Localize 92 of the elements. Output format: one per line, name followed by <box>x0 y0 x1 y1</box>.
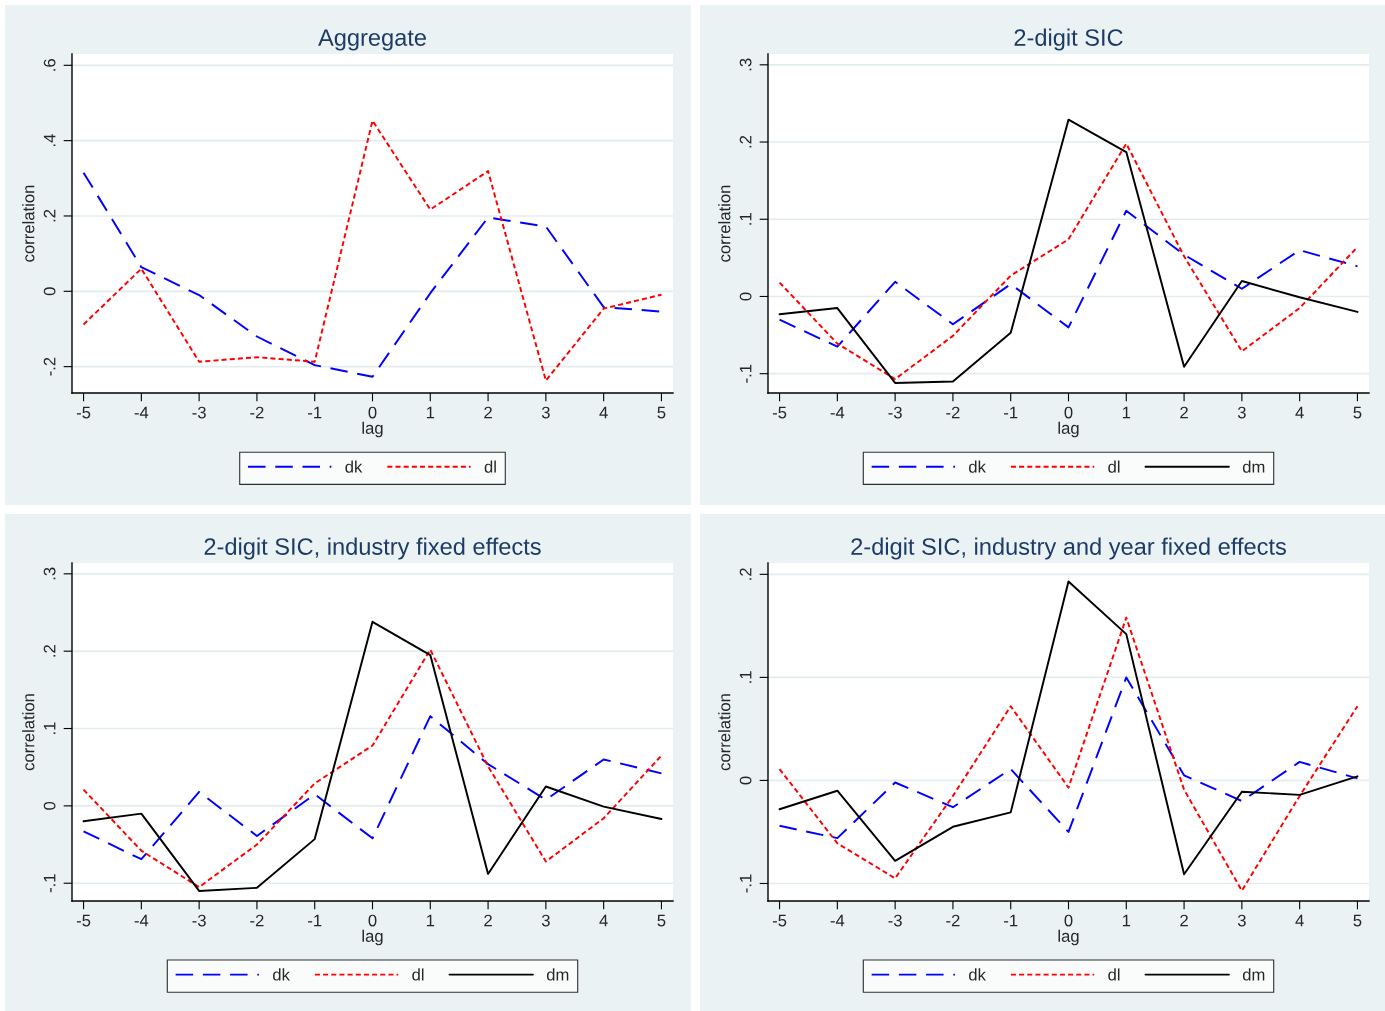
y-tick-label: .3 <box>43 567 56 580</box>
x-axis-title: lag <box>1058 929 1079 946</box>
x-tick-label: -5 <box>76 406 91 419</box>
chart-title: Aggregate <box>318 29 426 51</box>
x-tick-label: -5 <box>772 914 787 927</box>
x-tick-label: -4 <box>134 406 149 419</box>
x-axis-title: lag <box>362 421 383 438</box>
legend-label: dm <box>1242 460 1265 473</box>
legend-label: dl <box>1108 968 1120 981</box>
y-axis-title: correlation <box>718 694 731 771</box>
x-tick-label: 4 <box>1295 914 1304 927</box>
line-series <box>82 715 663 861</box>
y-tick-label: .2 <box>43 209 56 222</box>
y-tick-label: .2 <box>43 645 56 657</box>
y-tick-label: 0 <box>739 292 752 301</box>
x-tick-label: 3 <box>1237 406 1246 419</box>
x-tick-label: 1 <box>426 914 435 927</box>
y-tick-label: .3 <box>739 58 752 71</box>
x-tick-label: 2 <box>484 406 492 419</box>
y-tick-label: .2 <box>739 568 752 580</box>
x-tick-label: -2 <box>250 406 264 419</box>
legend-label: dk <box>969 460 986 473</box>
y-axis-title: correlation <box>22 694 35 771</box>
line-series <box>778 676 1359 840</box>
x-tick-label: 1 <box>1122 914 1131 927</box>
x-tick-label: -1 <box>1004 406 1018 419</box>
x-tick-label: -1 <box>308 406 322 419</box>
x-tick-label: 1 <box>426 406 435 419</box>
legend-label: dm <box>546 968 569 981</box>
x-tick-label: -4 <box>830 406 845 419</box>
y-tick-label: .1 <box>739 213 752 225</box>
legend-label: dl <box>484 460 496 473</box>
x-tick-label: 5 <box>657 914 666 927</box>
x-tick-label: -3 <box>192 914 206 927</box>
chart-title: 2-digit SIC <box>1014 28 1123 51</box>
x-tick-label: -2 <box>946 914 960 927</box>
y-tick-label: -.1 <box>739 874 752 893</box>
x-tick-label: 0 <box>1064 914 1073 927</box>
line-series <box>82 119 663 382</box>
y-tick-label: -.1 <box>739 364 752 383</box>
chart-title: 2-digit SIC, industry and year fixed effects <box>851 537 1286 560</box>
legend-label: dl <box>412 968 424 981</box>
legend-label: dk <box>969 968 986 981</box>
y-tick-label: .1 <box>739 671 752 683</box>
y-tick-label: 0 <box>739 776 752 785</box>
x-tick-label: -5 <box>76 914 91 927</box>
x-tick-label: 4 <box>599 914 608 927</box>
y-tick-label: .1 <box>43 722 56 734</box>
x-tick-label: -2 <box>250 914 264 927</box>
x-tick-label: -5 <box>772 406 787 419</box>
x-tick-label: -3 <box>888 406 902 419</box>
x-tick-label: 2 <box>484 914 492 927</box>
x-tick-label: 3 <box>541 406 550 419</box>
line-series <box>778 616 1359 892</box>
x-tick-label: 0 <box>368 406 377 419</box>
legend-label: dk <box>273 968 290 981</box>
y-tick-label: 0 <box>43 801 56 810</box>
x-tick-label: 0 <box>368 914 377 927</box>
x-tick-label: -3 <box>192 406 206 419</box>
line-series <box>778 209 1359 348</box>
x-tick-label: -1 <box>1004 914 1018 927</box>
chart-title: 2-digit SIC, industry fixed effects <box>204 537 541 560</box>
legend-label: dm <box>1242 968 1265 981</box>
x-tick-label: 5 <box>657 406 666 419</box>
x-axis-title: lag <box>362 929 383 946</box>
legend-label: dl <box>1108 460 1120 473</box>
x-tick-label: 0 <box>1064 406 1073 419</box>
x-tick-label: -3 <box>888 914 902 927</box>
y-tick-label: .2 <box>739 135 752 148</box>
y-tick-label: .4 <box>43 134 56 147</box>
legend-label: dk <box>345 460 363 473</box>
x-tick-label: 5 <box>1353 406 1362 419</box>
x-axis-title: lag <box>1058 421 1079 438</box>
y-axis-title: correlation <box>22 185 35 262</box>
x-tick-label: 1 <box>1122 406 1131 419</box>
x-tick-label: -4 <box>134 914 149 927</box>
x-tick-label: -2 <box>946 406 960 419</box>
x-tick-label: 4 <box>599 406 608 419</box>
x-tick-label: 2 <box>1180 914 1188 927</box>
x-tick-label: 2 <box>1180 406 1188 419</box>
x-tick-label: 3 <box>541 914 550 927</box>
y-tick-label: 0 <box>43 287 56 296</box>
line-series <box>778 580 1359 876</box>
x-tick-label: 5 <box>1353 914 1362 927</box>
y-axis-title: correlation <box>718 185 731 262</box>
x-tick-label: 4 <box>1295 406 1304 419</box>
y-tick-label: -.1 <box>43 874 56 893</box>
x-tick-label: -4 <box>830 914 845 927</box>
y-tick-label: -.2 <box>43 357 56 376</box>
x-tick-label: 3 <box>1237 914 1246 927</box>
x-tick-label: -1 <box>308 914 322 927</box>
y-tick-label: .6 <box>43 59 56 71</box>
